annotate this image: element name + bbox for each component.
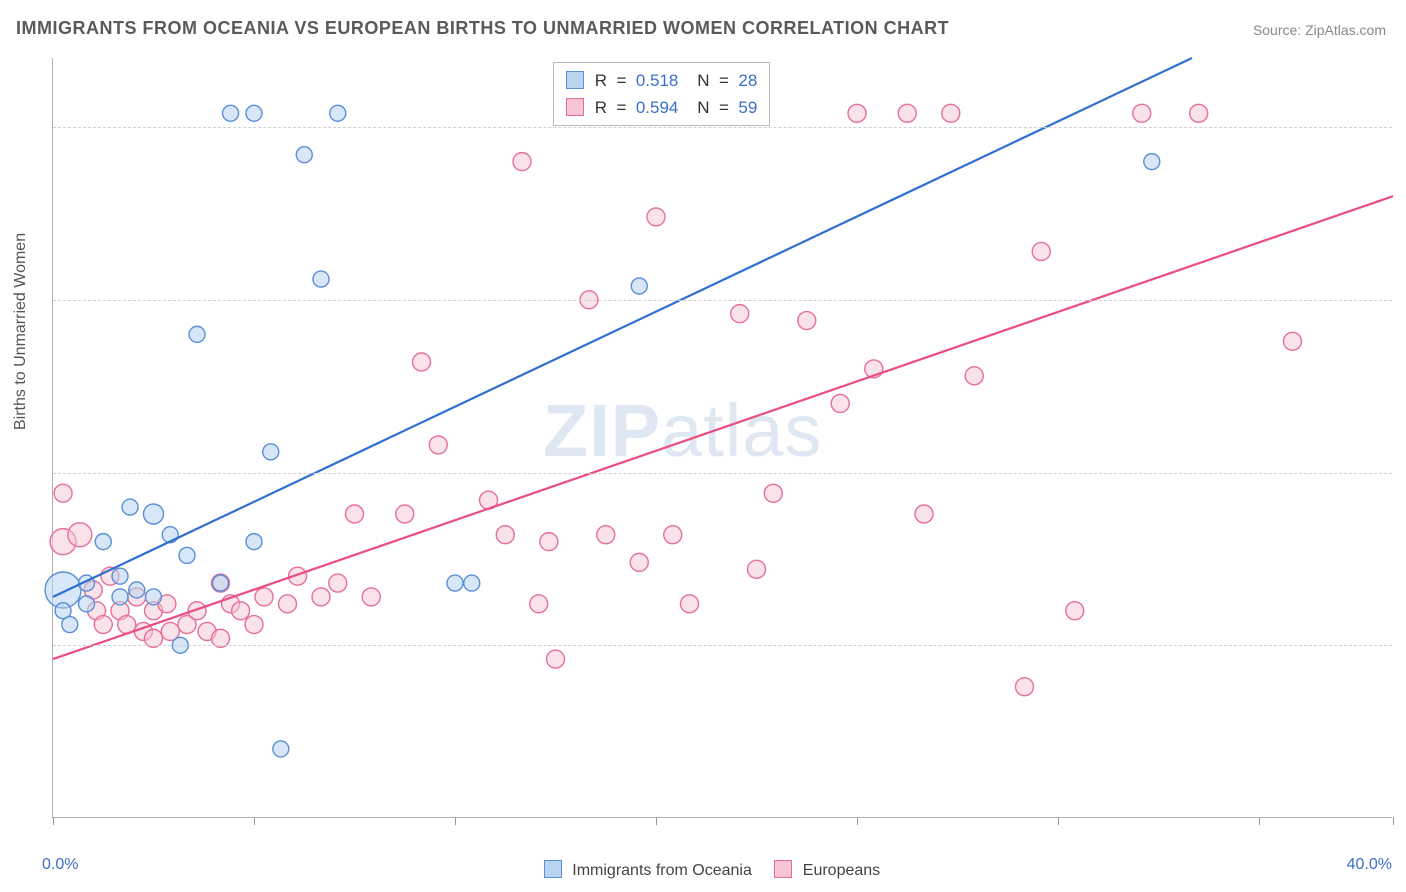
europeans-point (965, 367, 983, 385)
oceania-point (330, 105, 346, 121)
europeans-point (597, 526, 615, 544)
europeans-point (429, 436, 447, 454)
x-tick (1259, 817, 1260, 825)
europeans-point (1190, 104, 1208, 122)
source-value: ZipAtlas.com (1305, 22, 1386, 38)
europeans-point (664, 526, 682, 544)
europeans-point (681, 595, 699, 613)
europeans-point (54, 484, 72, 502)
oceania-trendline (53, 58, 1192, 597)
europeans-point (798, 312, 816, 330)
oceania-point (1144, 154, 1160, 170)
europeans-point (1284, 332, 1302, 350)
x-tick (455, 817, 456, 825)
source-label: Source: (1253, 22, 1301, 38)
europeans-point (413, 353, 431, 371)
europeans-point (68, 523, 92, 547)
oceania-point (112, 568, 128, 584)
x-tick (254, 817, 255, 825)
europeans-point (942, 104, 960, 122)
gridline (53, 127, 1392, 128)
oceania-point (464, 575, 480, 591)
chart-container: IMMIGRANTS FROM OCEANIA VS EUROPEAN BIRT… (0, 0, 1406, 892)
europeans-point (540, 533, 558, 551)
europeans-point (831, 394, 849, 412)
oceania-point (447, 575, 463, 591)
oceania-point (223, 105, 239, 121)
oceania-point (95, 534, 111, 550)
europeans-point (1016, 678, 1034, 696)
europeans-point (312, 588, 330, 606)
europeans-point (513, 153, 531, 171)
europeans-point (255, 588, 273, 606)
europeans-point (94, 616, 112, 634)
correlation-legend: R = 0.518 N = 28 R = 0.594 N = 59 (553, 62, 770, 126)
europeans-point (245, 616, 263, 634)
europeans-swatch (774, 860, 792, 878)
legend-row-oceania: R = 0.518 N = 28 (566, 67, 757, 94)
oceania-point (62, 617, 78, 633)
europeans-point (1066, 602, 1084, 620)
oceania-point (189, 326, 205, 342)
europeans-point (396, 505, 414, 523)
y-tick-label: 75.0% (1402, 291, 1406, 309)
europeans-point (232, 602, 250, 620)
europeans-point (915, 505, 933, 523)
y-tick-label: 100.0% (1402, 118, 1406, 136)
gridline (53, 473, 1392, 474)
oceania-point (246, 534, 262, 550)
oceania-point (213, 575, 229, 591)
oceania-point (112, 589, 128, 605)
oceania-point (122, 499, 138, 515)
x-tick (53, 817, 54, 825)
europeans-point (898, 104, 916, 122)
oceania-point (129, 582, 145, 598)
oceania-label: Immigrants from Oceania (572, 862, 752, 879)
europeans-point (496, 526, 514, 544)
plot-area: ZIPatlas R = 0.518 N = 28 R = 0.594 N = … (52, 58, 1392, 818)
source-attribution: Source: ZipAtlas.com (1253, 22, 1386, 38)
europeans-point (1032, 242, 1050, 260)
oceania-point (631, 278, 647, 294)
oceania-swatch (544, 860, 562, 878)
europeans-point (346, 505, 364, 523)
gridline (53, 645, 1392, 646)
europeans-point (848, 104, 866, 122)
y-tick-label: 25.0% (1402, 636, 1406, 654)
x-tick (857, 817, 858, 825)
europeans-point (764, 484, 782, 502)
europeans-point (748, 560, 766, 578)
europeans-label: Europeans (803, 862, 880, 879)
oceania-point (144, 504, 164, 524)
chart-title: IMMIGRANTS FROM OCEANIA VS EUROPEAN BIRT… (16, 18, 949, 39)
europeans-point (547, 650, 565, 668)
europeans-point (530, 595, 548, 613)
europeans-point (731, 305, 749, 323)
oceania-point (263, 444, 279, 460)
oceania-point (296, 147, 312, 163)
europeans-point (279, 595, 297, 613)
oceania-point (313, 271, 329, 287)
europeans-point (630, 553, 648, 571)
x-tick (1058, 817, 1059, 825)
gridline (53, 300, 1392, 301)
oceania-point (273, 741, 289, 757)
europeans-point (362, 588, 380, 606)
oceania-point (179, 547, 195, 563)
series-legend: Immigrants from Oceania Europeans (0, 860, 1406, 880)
legend-row-europeans: R = 0.594 N = 59 (566, 94, 757, 121)
europeans-point (647, 208, 665, 226)
oceania-point (246, 105, 262, 121)
oceania-point (146, 589, 162, 605)
plot-svg (53, 58, 1393, 818)
x-tick (1393, 817, 1394, 825)
x-tick (656, 817, 657, 825)
europeans-point (1133, 104, 1151, 122)
y-axis-label: Births to Unmarried Women (12, 233, 30, 430)
oceania-point (79, 596, 95, 612)
europeans-point (329, 574, 347, 592)
europeans-trendline (53, 196, 1393, 659)
y-tick-label: 50.0% (1402, 464, 1406, 482)
